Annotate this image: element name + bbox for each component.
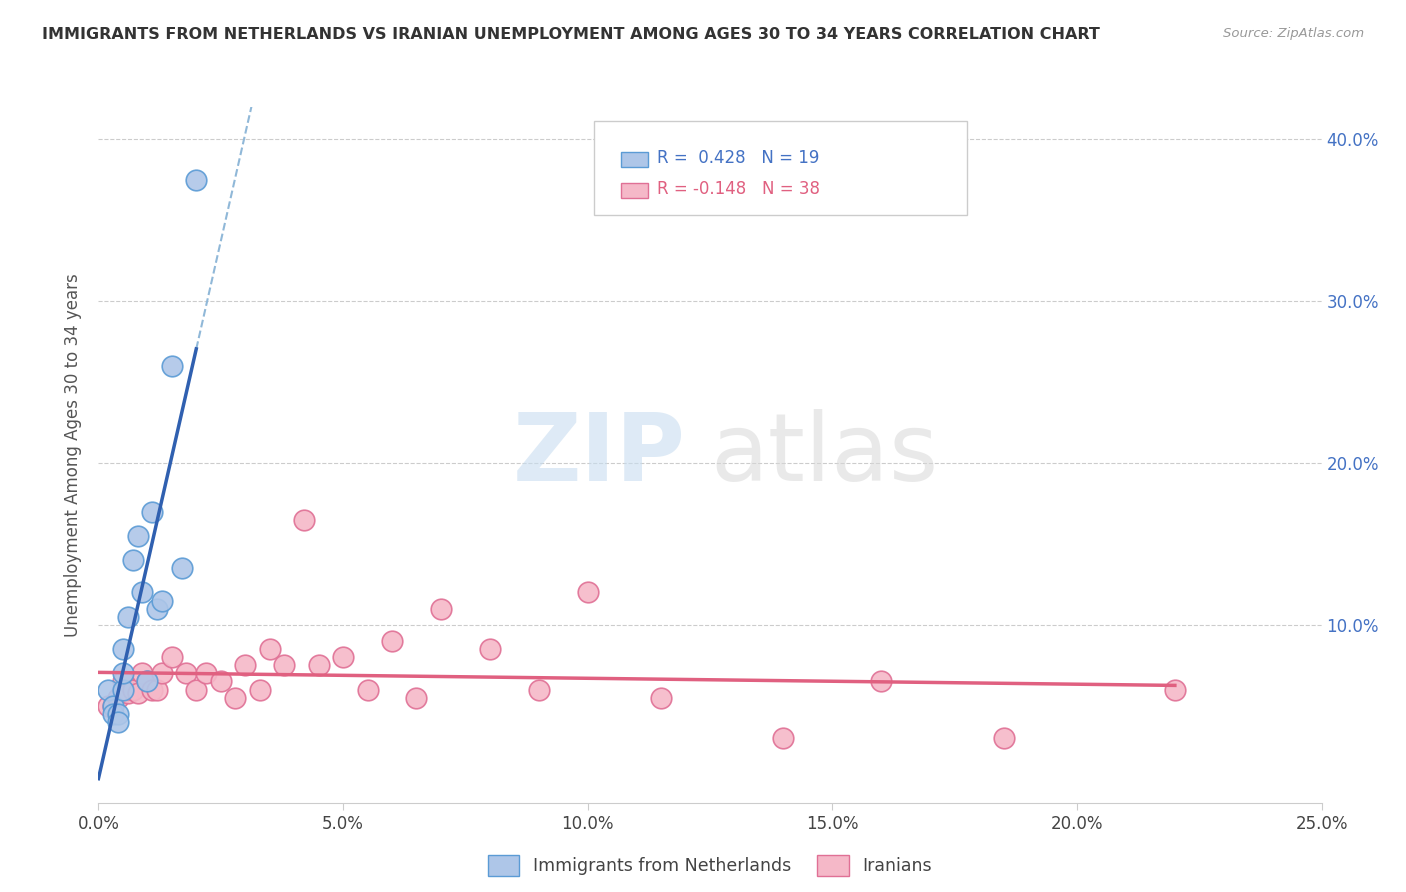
Point [292,513,315,527]
Point [870,674,893,689]
Point [186,173,208,187]
Point [111,642,134,657]
Point [146,601,169,615]
Point [131,666,153,681]
Point [381,634,404,648]
Point [131,585,153,599]
Point [107,690,129,705]
Point [308,658,330,673]
Point [233,658,256,673]
Point [141,504,163,518]
Point [111,674,134,689]
Point [136,674,159,689]
Point [993,731,1015,745]
Point [259,642,281,657]
Point [576,585,599,599]
Point [111,682,134,697]
FancyBboxPatch shape [620,183,648,198]
Point [117,686,139,700]
Point [332,650,354,665]
Point [273,658,295,673]
Text: Source: ZipAtlas.com: Source: ZipAtlas.com [1223,27,1364,40]
Point [121,682,143,697]
FancyBboxPatch shape [593,121,967,215]
Point [430,601,453,615]
Point [117,609,139,624]
Point [650,690,672,705]
Point [478,642,501,657]
Point [186,682,208,697]
Point [160,359,183,373]
Point [150,666,173,681]
Point [160,650,183,665]
Point [527,682,550,697]
Point [107,706,129,721]
Point [195,666,218,681]
Point [150,593,173,607]
Point [772,731,794,745]
Y-axis label: Unemployment Among Ages 30 to 34 years: Unemployment Among Ages 30 to 34 years [65,273,83,637]
Point [101,698,124,713]
Legend: Immigrants from Netherlands, Iranians: Immigrants from Netherlands, Iranians [479,846,941,885]
Point [405,690,427,705]
Point [127,686,149,700]
Point [101,706,124,721]
Point [127,529,149,543]
Text: ZIP: ZIP [513,409,686,501]
Point [97,682,120,697]
Point [249,682,271,697]
Point [97,698,120,713]
Point [176,666,198,681]
Point [121,553,143,567]
Text: R = -0.148   N = 38: R = -0.148 N = 38 [658,180,821,198]
Point [136,674,159,689]
Point [209,674,232,689]
Text: atlas: atlas [710,409,938,501]
Point [170,561,193,575]
Point [111,666,134,681]
Point [224,690,246,705]
Point [111,682,134,697]
FancyBboxPatch shape [620,152,648,167]
Point [356,682,378,697]
Text: IMMIGRANTS FROM NETHERLANDS VS IRANIAN UNEMPLOYMENT AMONG AGES 30 TO 34 YEARS CO: IMMIGRANTS FROM NETHERLANDS VS IRANIAN U… [42,27,1099,42]
Point [146,682,169,697]
Text: R =  0.428   N = 19: R = 0.428 N = 19 [658,149,820,167]
Point [101,698,124,713]
Point [1164,682,1187,697]
Point [107,714,129,729]
Point [141,682,163,697]
